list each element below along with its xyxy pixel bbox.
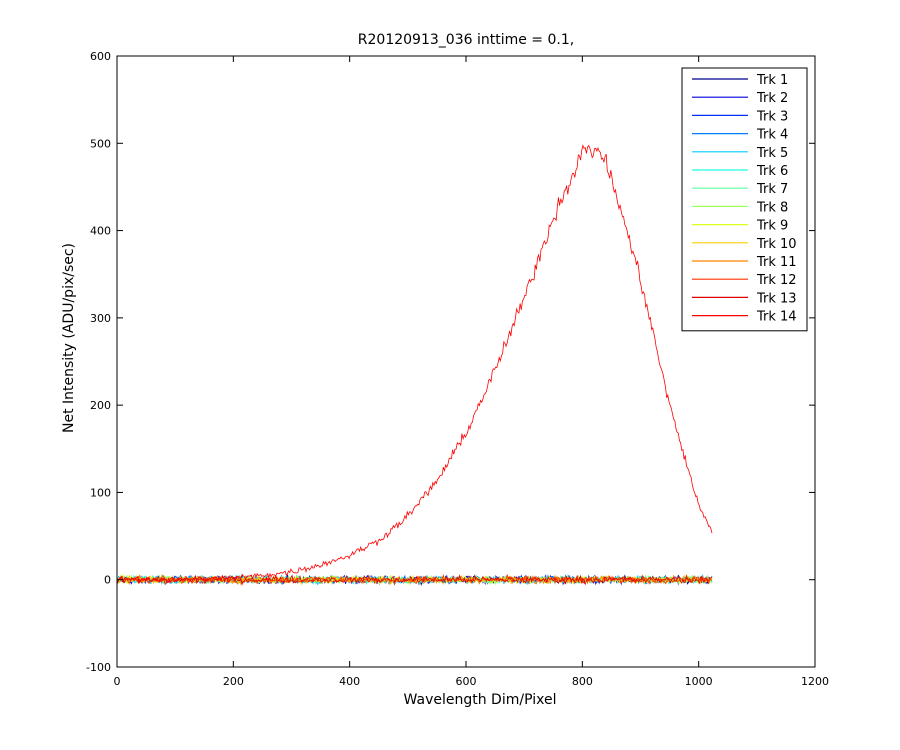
legend-label: Trk 4 bbox=[756, 128, 788, 143]
legend-label: Trk 1 bbox=[756, 73, 788, 88]
axis-ticks: 0 200 400 600 800 1000 1200-100010020030040050… bbox=[86, 50, 829, 688]
legend-label: Trk 3 bbox=[756, 109, 788, 124]
legend-label: Trk 8 bbox=[756, 200, 788, 215]
series-line-trk-13 bbox=[117, 574, 713, 586]
x-tick-label: 200 bbox=[223, 675, 244, 688]
y-tick-label: 500 bbox=[90, 137, 111, 150]
legend-label: Trk 12 bbox=[756, 273, 797, 288]
y-tick-label: 100 bbox=[90, 486, 111, 499]
x-tick-label: 1200 bbox=[801, 675, 829, 688]
x-tick-label: 1000 bbox=[685, 675, 713, 688]
legend-label: Trk 7 bbox=[756, 182, 788, 197]
x-tick-label: 0 bbox=[114, 675, 121, 688]
legend-label: Trk 14 bbox=[756, 310, 797, 325]
x-tick-label: 400 bbox=[339, 675, 360, 688]
legend-label: Trk 2 bbox=[756, 91, 788, 106]
y-tick-label: 600 bbox=[90, 50, 111, 63]
x-tick-label: 800 bbox=[572, 675, 593, 688]
legend: Trk 1 Trk 2 Trk 3 Trk 4 Trk 5 Trk 6 Trk 7 Trk 8… bbox=[681, 67, 808, 332]
y-tick-label: 400 bbox=[90, 225, 111, 238]
x-axis-label: Wavelength Dim/Pixel bbox=[404, 692, 557, 708]
legend-label: Trk 10 bbox=[756, 237, 797, 252]
legend-label: Trk 9 bbox=[756, 219, 788, 234]
legend-box bbox=[681, 67, 808, 332]
legend-label: Trk 11 bbox=[756, 255, 797, 270]
chart-title: R20120913_036 inttime = 0.1, bbox=[358, 32, 574, 48]
y-tick-label: -100 bbox=[86, 661, 111, 674]
series-line-trk-14 bbox=[117, 144, 713, 584]
y-tick-label: 200 bbox=[90, 399, 111, 412]
legend-label: Trk 5 bbox=[756, 146, 788, 161]
y-axis-label: Net Intensity (ADU/pix/sec) bbox=[61, 243, 77, 433]
y-tick-label: 0 bbox=[104, 574, 111, 587]
legend-label: Trk 13 bbox=[756, 291, 797, 306]
y-tick-label: 300 bbox=[90, 312, 111, 325]
x-tick-label: 600 bbox=[456, 675, 477, 688]
legend-label: Trk 6 bbox=[756, 164, 788, 179]
plot-lines bbox=[117, 144, 713, 587]
